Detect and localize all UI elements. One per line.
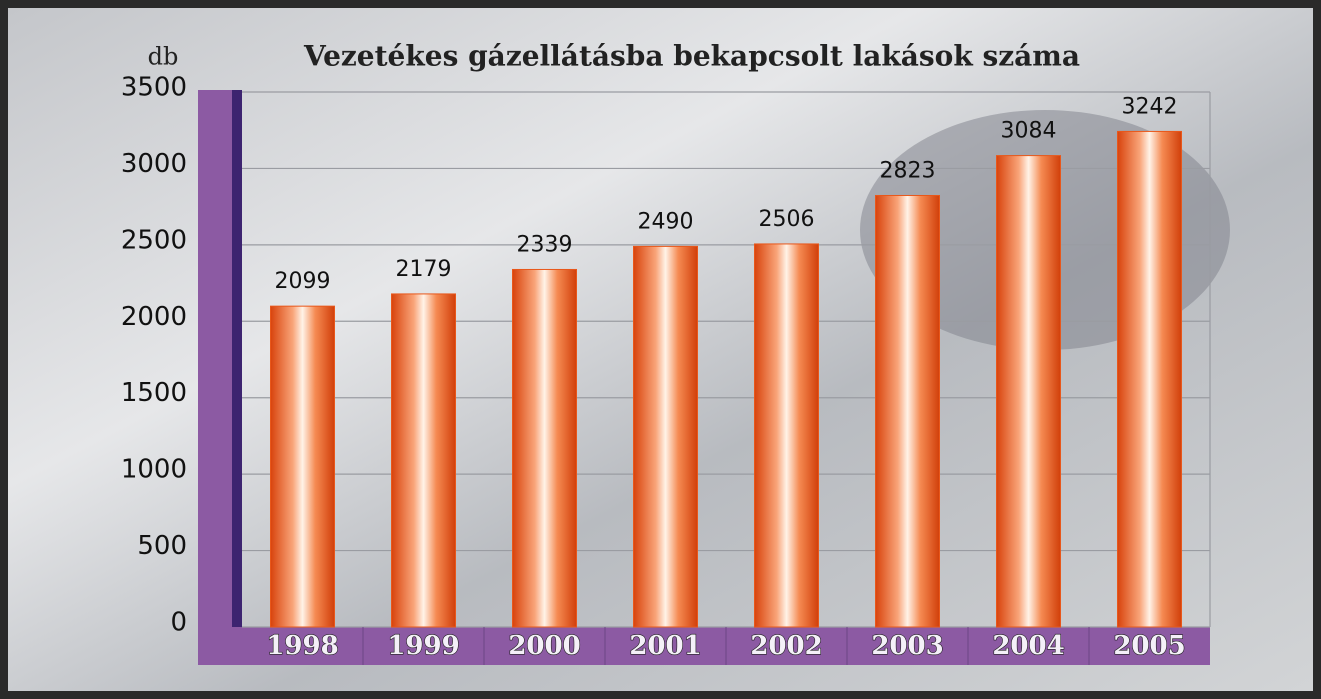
bar [876, 195, 940, 627]
y-tick-label: 3500 [121, 73, 187, 103]
x-tick-label: 2001 [629, 631, 701, 661]
x-tick-label: 2004 [992, 631, 1064, 661]
value-label: 3242 [1122, 94, 1178, 119]
value-label: 2099 [275, 269, 331, 294]
x-tick-label: 2003 [871, 631, 943, 661]
bar [997, 156, 1061, 627]
value-label: 2490 [638, 209, 694, 234]
x-tick-label: 1998 [266, 631, 338, 661]
y-tick-label: 1500 [121, 378, 187, 408]
y-tick-label: 2000 [121, 302, 187, 332]
y-tick-label: 3000 [121, 149, 187, 179]
bar [634, 246, 698, 627]
x-tick-label: 2000 [508, 631, 580, 661]
x-tick-label: 2002 [750, 631, 822, 661]
y-tick-label: 500 [137, 531, 187, 561]
bar [1118, 131, 1182, 627]
x-tick-label: 1999 [387, 631, 459, 661]
y-tick-label: 2500 [121, 225, 187, 255]
value-label: 2823 [880, 158, 936, 183]
chart-title: Vezetékes gázellátásba bekapcsolt lakáso… [303, 40, 1080, 73]
value-label: 2339 [517, 232, 573, 257]
value-label: 2179 [396, 257, 452, 282]
bar [271, 306, 335, 627]
value-label: 3084 [1001, 119, 1057, 144]
y-tick-label: 0 [170, 608, 187, 638]
y-axis-label: db [148, 43, 179, 71]
left-wall [198, 90, 234, 665]
bar [392, 294, 456, 627]
bar [513, 269, 577, 627]
left-wall-edge [232, 90, 242, 630]
value-label: 2506 [759, 207, 815, 232]
bar [755, 244, 819, 627]
y-tick-label: 1000 [121, 455, 187, 485]
chart: db Vezetékes gázellátásba bekapcsolt lak… [0, 0, 1321, 699]
x-tick-label: 2005 [1113, 631, 1185, 661]
